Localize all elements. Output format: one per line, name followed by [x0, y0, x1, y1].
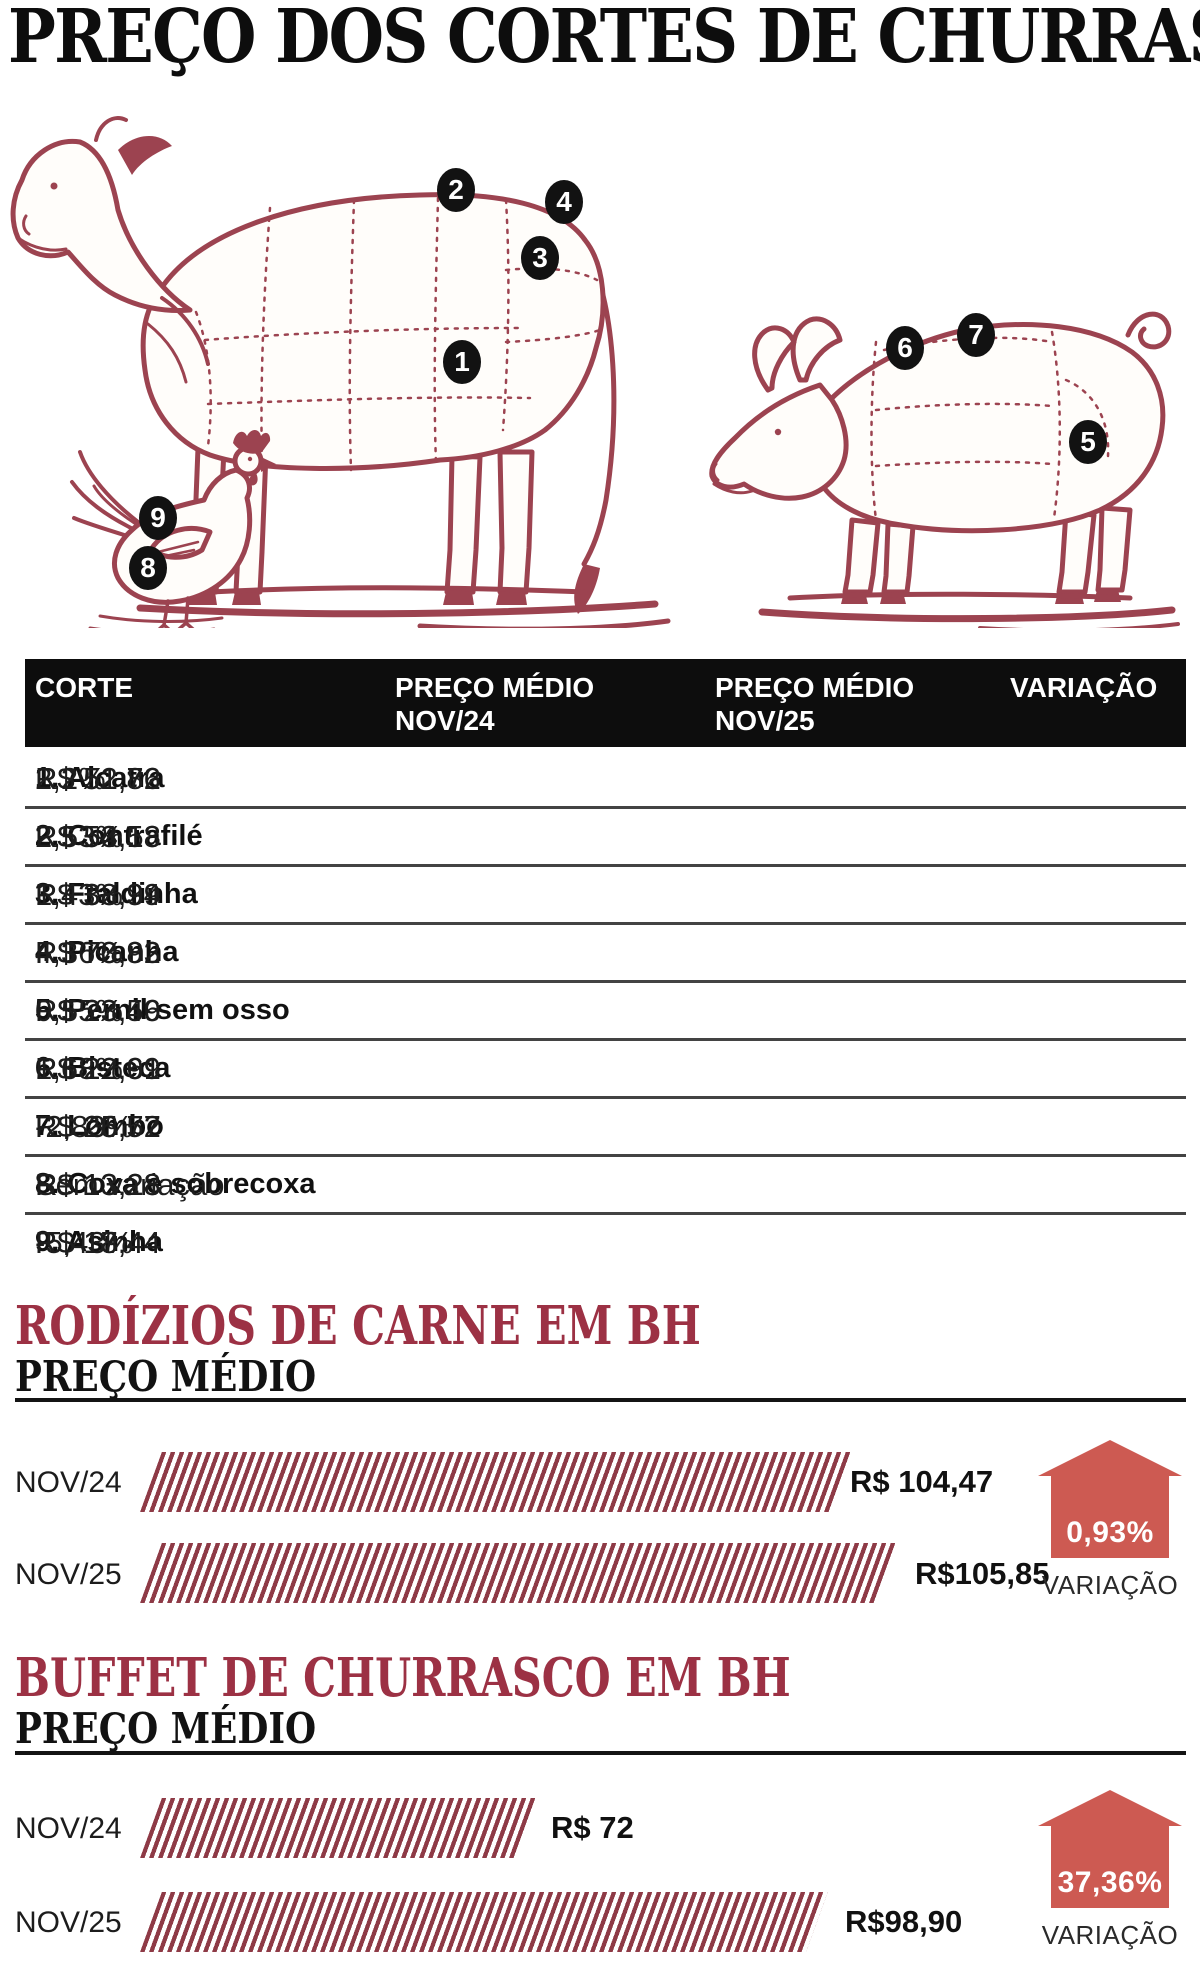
cut-marker-4: 4: [545, 180, 583, 224]
col-header-variacao: VARIAÇÃO: [1010, 672, 1158, 703]
variation-badge-rodizios: 0,93% VARIAÇÃO: [1038, 1440, 1182, 1601]
section-title-rodizios: RODÍZIOS DE CARNE EM BH: [15, 1295, 701, 1357]
bar-value-rodizios-nov24: R$ 104,47: [850, 1464, 994, 1499]
variation-caption: VARIAÇÃO: [1041, 1570, 1179, 1600]
variation-value-box: 37,36%: [1051, 1826, 1169, 1908]
table-row: 4. Picanha R$ 70,83 R$ 73,92 4,36%: [25, 925, 1186, 983]
pig-drawing: [709, 311, 1180, 628]
bar-rodizios-nov25: [140, 1543, 897, 1603]
cut-marker-3: 3: [521, 236, 559, 280]
bar-value-buffet-nov25: R$98,90: [845, 1904, 963, 1939]
table-row: 9. Asinha R$ 18,44 R$ 17,44 -5,43%: [35, 1224, 163, 1260]
col-header-corte: CORTE: [35, 672, 133, 703]
bar-value-rodizios-nov25: R$105,85: [915, 1556, 1050, 1591]
section-subtitle-buffet: PREÇO MÉDIO: [15, 1704, 317, 1753]
bar-label-nov25: NOV/25: [15, 1906, 122, 1939]
table-body: 1. Alcatra R$ 51,72 R$ 52,86 2,2% 2. Contra…: [25, 747, 1186, 1270]
col-header-nov24: PREÇO MÉDIO NOV/24: [395, 672, 595, 736]
variation-pct: 37,36%: [1057, 1866, 1163, 1899]
bar-label-nov25: NOV/25: [15, 1558, 122, 1591]
variation-value-box: 0,93%: [1051, 1476, 1169, 1558]
cut-marker-8: 8: [129, 546, 167, 590]
bar-label-nov24: NOV/24: [15, 1466, 122, 1499]
table-row: 7. Lombo R$ 26,52 R$ 25,77 -2,83%: [25, 1099, 1186, 1157]
table-header: CORTE PREÇO MÉDIO NOV/24 PREÇO MÉDIO NOV…: [25, 659, 1186, 747]
up-arrow-icon: [1038, 1440, 1182, 1476]
cut-marker-7: 7: [957, 313, 995, 357]
table-row: 2. Contrafilé R$ 53,18 R$ 54,53 2,53%: [25, 809, 1186, 867]
section-title-buffet: BUFFET DE CHURRASCO EM BH: [15, 1647, 791, 1709]
col-header-nov25: PREÇO MÉDIO NOV/25: [715, 672, 915, 736]
table-row: 3. Fraldinha R$ 38,39 R$ 38,94 1,43%: [25, 867, 1186, 925]
table-row: 1. Alcatra R$ 51,72 R$ 52,86 2,2%: [25, 751, 1186, 809]
table-row: 8. Coxa e sobrecoxa R$ 13,28 R$ 13,28 Sem v…: [25, 1157, 1186, 1215]
bar-buffet-nov24: [140, 1798, 537, 1858]
cut-marker-1: 1: [443, 340, 481, 384]
cut-marker-9: 9: [139, 496, 177, 540]
table-row: 6. Bisteca R$ 22,61 R$ 22,99 1,68%: [25, 1041, 1186, 1099]
section-subtitle-rodizios: PREÇO MÉDIO: [15, 1352, 317, 1401]
divider-rule: [15, 1751, 1186, 1755]
bar-rodizios-nov24: [140, 1452, 852, 1512]
cut-marker-2: 2: [437, 168, 475, 212]
variation-pct: 0,93%: [1066, 1516, 1154, 1549]
page-title: PREÇO DOS CORTES DE CHURRASCO: [8, 0, 1200, 80]
divider-rule: [15, 1398, 1186, 1402]
bar-value-buffet-nov24: R$ 72: [551, 1810, 634, 1845]
cut-marker-6: 6: [886, 326, 924, 370]
table-row: 5. Pernil sem osso R$ 23,46 R$ 23,59 0,55%: [25, 983, 1186, 1041]
livestock-illustration: [10, 116, 1180, 628]
up-arrow-icon: [1038, 1790, 1182, 1826]
bar-label-nov24: NOV/24: [15, 1812, 122, 1845]
cut-marker-5: 5: [1069, 420, 1107, 464]
variation-caption: VARIAÇÃO: [1041, 1920, 1179, 1950]
bar-buffet-nov25: [140, 1892, 828, 1952]
cow-drawing: [10, 116, 671, 628]
variation-badge-buffet: 37,36% VARIAÇÃO: [1038, 1790, 1182, 1951]
price-table: CORTE PREÇO MÉDIO NOV/24 PREÇO MÉDIO NOV…: [25, 659, 1186, 1270]
